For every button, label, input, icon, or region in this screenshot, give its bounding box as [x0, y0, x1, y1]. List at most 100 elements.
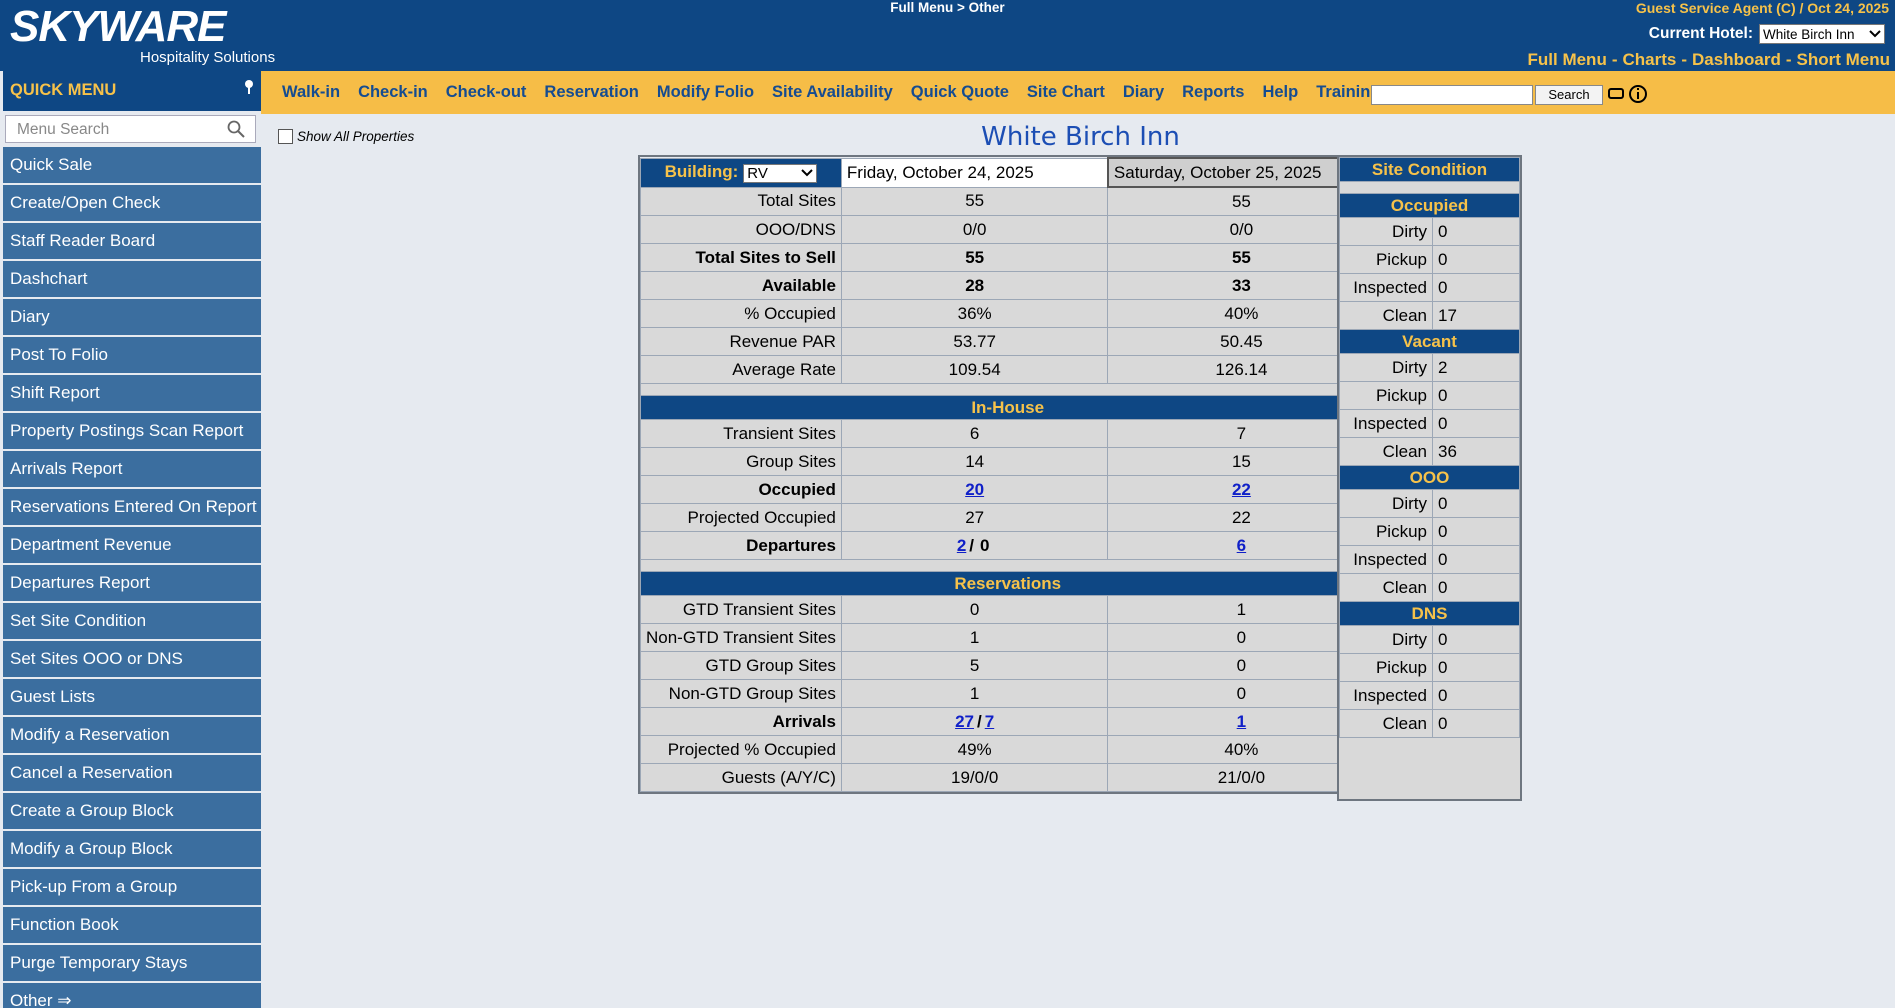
- pin-icon[interactable]: [243, 79, 255, 95]
- nav-link[interactable]: Modify Folio: [656, 83, 755, 101]
- menu-item[interactable]: Guest Lists: [3, 679, 261, 715]
- sc-value: 0: [1432, 709, 1520, 738]
- link-separator: -: [1785, 50, 1792, 69]
- nav-icons[interactable]: [1607, 84, 1651, 104]
- cell-value: 40%: [1224, 739, 1259, 759]
- sc-value: 0: [1432, 489, 1520, 518]
- nav-link[interactable]: Reports: [1182, 83, 1245, 101]
- nav-link[interactable]: Walk-in: [282, 83, 341, 101]
- menu-item[interactable]: Staff Reader Board: [3, 223, 261, 259]
- menu-item[interactable]: Set Site Condition: [3, 603, 261, 639]
- nav-link[interactable]: Quick Quote: [910, 83, 1009, 101]
- cell-value: 109.54: [948, 359, 1001, 379]
- row-value: 1: [1107, 707, 1376, 736]
- row-value: 49%: [840, 735, 1109, 764]
- section-title: Reservations: [639, 571, 1376, 596]
- row-value: 20: [840, 475, 1109, 504]
- cell-link[interactable]: 7: [984, 711, 995, 731]
- show-all[interactable]: Show All Properties: [278, 129, 414, 144]
- menu-item[interactable]: Create/Open Check: [3, 185, 261, 221]
- chevron: [1869, 30, 1881, 38]
- menu-item[interactable]: Function Book: [3, 907, 261, 943]
- nav-link[interactable]: Site Availability: [772, 83, 893, 101]
- checkbox[interactable]: [278, 129, 293, 144]
- data-row: GTD Transient Sites 0 1: [640, 595, 1376, 624]
- menu-item[interactable]: Property Postings Scan Report: [3, 413, 261, 449]
- cell-link[interactable]: 20: [965, 479, 985, 499]
- cell-link[interactable]: 2: [956, 535, 967, 555]
- spacer: [1339, 181, 1520, 194]
- menu-item[interactable]: Arrivals Report: [3, 451, 261, 487]
- nav-link[interactable]: Check-out: [445, 83, 527, 101]
- header-link[interactable]: Full Menu: [1527, 50, 1607, 69]
- logo[interactable]: SKYWARE: [10, 2, 226, 51]
- nav-link[interactable]: Help: [1262, 83, 1299, 101]
- nav-link[interactable]: Training: [1316, 83, 1381, 101]
- menu-item[interactable]: Post To Folio: [3, 337, 261, 373]
- menu-item[interactable]: Pick-up From a Group: [3, 869, 261, 905]
- section-row: Reservations: [639, 571, 1376, 596]
- row-value: 5: [840, 651, 1109, 680]
- menu-item[interactable]: Cancel a Reservation: [3, 755, 261, 791]
- data-row: Non-GTD Transient Sites 1 0: [640, 623, 1376, 652]
- sc-title-row: Site Condition: [1339, 157, 1520, 182]
- cell-value: 5: [969, 655, 980, 675]
- menu-item[interactable]: Reservations Entered On Report: [3, 489, 261, 525]
- row-label: Total Sites to Sell: [640, 243, 842, 272]
- row-value: 53.77: [840, 327, 1109, 356]
- header-link[interactable]: Dashboard: [1692, 50, 1781, 69]
- nav-link[interactable]: Diary: [1122, 83, 1165, 101]
- sc-group: OOO: [1339, 465, 1520, 490]
- hotel-select[interactable]: White Birch Inn: [1759, 24, 1885, 44]
- search-icon: [227, 120, 245, 138]
- sc-value: 0: [1432, 625, 1520, 654]
- sc-group-row: DNS: [1339, 601, 1520, 626]
- menu-item[interactable]: Quick Sale: [3, 147, 261, 183]
- menu-search[interactable]: Menu Search: [5, 115, 256, 143]
- menu-item[interactable]: Shift Report: [3, 375, 261, 411]
- row-value: 0: [1107, 623, 1376, 652]
- cell-value: 22: [1231, 507, 1251, 527]
- building-label: Building:: [664, 162, 739, 182]
- sc-row: Inspected 0: [1339, 409, 1520, 438]
- row-value: 22: [1107, 503, 1376, 532]
- menu-item[interactable]: Other ⇒: [3, 983, 261, 1008]
- row-value: 55: [1107, 186, 1376, 216]
- nav-link[interactable]: Check-in: [358, 83, 428, 101]
- spacer-row: [639, 383, 1376, 396]
- building-select[interactable]: RV: [743, 163, 818, 183]
- row-value: 27: [840, 503, 1109, 532]
- sc-value: 0: [1432, 409, 1520, 438]
- menu-item[interactable]: Dashchart: [3, 261, 261, 297]
- menu-item[interactable]: Set Sites OOO or DNS: [3, 641, 261, 677]
- nav-search-button[interactable]: Search: [1535, 85, 1603, 105]
- menu-item[interactable]: Create a Group Block: [3, 793, 261, 829]
- sc-label: Inspected: [1339, 273, 1433, 302]
- cell-link[interactable]: 22: [1231, 479, 1251, 499]
- menu-item[interactable]: Modify a Group Block: [3, 831, 261, 867]
- row-label: Group Sites: [640, 447, 842, 476]
- header-link[interactable]: Short Menu: [1796, 50, 1891, 69]
- nav-links: Walk-in Check-in Check-out Reservation Modif…: [282, 83, 1398, 102]
- sc-value: 0: [1432, 573, 1520, 602]
- cell-value: 28: [965, 275, 985, 295]
- row-label: GTD Group Sites: [640, 651, 842, 680]
- nav-link[interactable]: Site Chart: [1026, 83, 1105, 101]
- menu-item[interactable]: Department Revenue: [3, 527, 261, 563]
- nav-link[interactable]: Reservation: [544, 83, 639, 101]
- menu-item[interactable]: Diary: [3, 299, 261, 335]
- row-label: OOO/DNS: [640, 215, 842, 244]
- menu-item[interactable]: Modify a Reservation: [3, 717, 261, 753]
- nav-search-input[interactable]: [1371, 85, 1533, 105]
- sc-row: Pickup 0: [1339, 381, 1520, 410]
- menu-item[interactable]: Purge Temporary Stays: [3, 945, 261, 981]
- cell-value: 21/0/0: [1217, 767, 1266, 787]
- row-value: 1: [1107, 595, 1376, 624]
- menu-item[interactable]: Departures Report: [3, 565, 261, 601]
- cell-link[interactable]: 1: [1236, 711, 1247, 731]
- cell-link[interactable]: 27: [955, 711, 975, 731]
- cell-link[interactable]: 6: [1236, 535, 1247, 555]
- sc-value: 0: [1432, 217, 1520, 246]
- show-all-label: Show All Properties: [297, 129, 415, 144]
- header-link[interactable]: Charts: [1622, 50, 1677, 69]
